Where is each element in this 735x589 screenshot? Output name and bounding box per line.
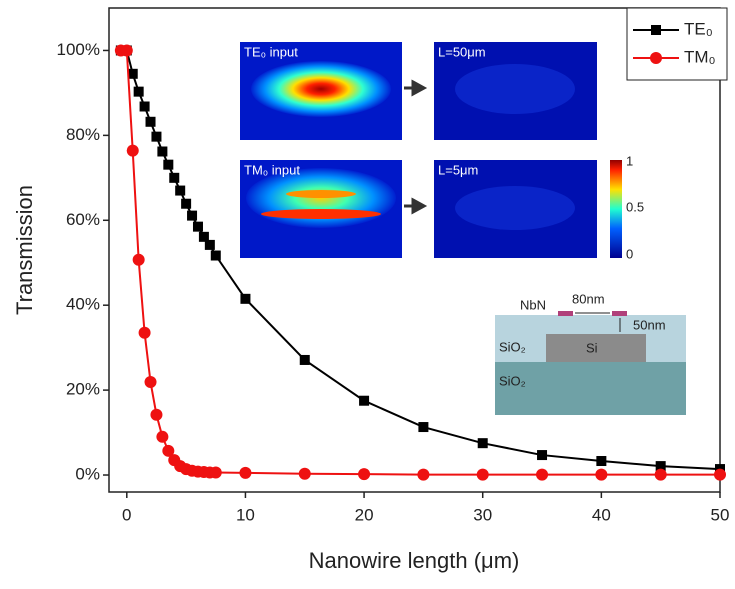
- data-point: [239, 466, 252, 479]
- colorbar-label: 0.5: [626, 199, 644, 214]
- data-point: [595, 468, 608, 481]
- data-point: [144, 376, 157, 389]
- data-point: [157, 146, 168, 157]
- data-point: [418, 422, 429, 433]
- data-point: [655, 461, 666, 472]
- data-point: [537, 450, 548, 461]
- data-point: [477, 438, 488, 449]
- field-mode: [455, 64, 575, 114]
- structure-label: 50nm: [633, 317, 666, 332]
- field-mode: [261, 209, 381, 219]
- nanowire: [612, 311, 627, 316]
- x-tick-label: 50: [711, 505, 730, 524]
- structure-label: Si: [586, 340, 598, 355]
- arrow: [404, 79, 428, 97]
- y-tick-label: 0%: [75, 465, 100, 484]
- plot-frame: [108, 7, 721, 493]
- data-point: [151, 131, 162, 142]
- y-tick-label: 60%: [66, 210, 100, 229]
- dimension: [575, 312, 621, 332]
- y-tick-label: 20%: [66, 380, 100, 399]
- data-point: [240, 293, 251, 304]
- data-point: [210, 250, 221, 261]
- data-point: [654, 468, 667, 481]
- data-point: [133, 86, 144, 97]
- data-point: [198, 231, 209, 242]
- data-point: [150, 408, 163, 421]
- x-tick-label: 30: [473, 505, 492, 524]
- data-point: [358, 468, 371, 481]
- field-label: L=50μm: [438, 44, 486, 59]
- data-point: [162, 444, 175, 457]
- data-point: [175, 185, 186, 196]
- field-mode: [455, 186, 575, 230]
- y-axis-title: Transmission: [12, 185, 37, 315]
- data-point: [714, 468, 726, 481]
- data-point: [139, 101, 150, 112]
- insets: TE₀ input L=50μm TM₀ input L=5μm 1 0.5 0…: [240, 42, 686, 415]
- colorbar-label: 0: [626, 246, 633, 261]
- legend-label: TM₀: [684, 47, 716, 66]
- data-point: [163, 159, 174, 170]
- core: [546, 334, 646, 362]
- x-tick-label: 40: [592, 505, 611, 524]
- legend-label: TE₀: [684, 19, 713, 38]
- data-point: [187, 210, 198, 221]
- legend-marker: [650, 52, 662, 64]
- data-point: [126, 144, 139, 157]
- data-point: [536, 468, 549, 481]
- data-point: [417, 468, 430, 481]
- data-point: [204, 239, 215, 250]
- data-point: [145, 116, 156, 127]
- field-label: TE₀ input: [244, 44, 298, 59]
- field-label: L=5μm: [438, 162, 478, 177]
- data-point: [132, 253, 145, 266]
- structure-label: 80nm: [572, 291, 605, 306]
- data-point: [138, 326, 151, 339]
- structure-label: SiO₂: [499, 373, 526, 388]
- data-point: [156, 430, 169, 443]
- field-label: TM₀ input: [244, 162, 300, 177]
- x-tick-label: 10: [236, 505, 255, 524]
- data-point: [120, 44, 133, 57]
- field-mode: [251, 61, 391, 117]
- arrow: [404, 197, 428, 215]
- data-point: [181, 198, 192, 209]
- colorbar-label: 1: [626, 153, 633, 168]
- structure-label: SiO₂: [499, 339, 526, 354]
- colorbar: [610, 160, 622, 258]
- x-tick-label: 20: [355, 505, 374, 524]
- data-point: [359, 395, 370, 406]
- data-point: [127, 68, 138, 79]
- x-axis-title: Nanowire length (μm): [309, 548, 520, 573]
- data-point: [596, 456, 607, 467]
- data-point: [209, 466, 222, 479]
- data-point: [299, 354, 310, 365]
- field-mode: [286, 190, 356, 198]
- legend-marker: [651, 25, 661, 35]
- x-tick-label: 0: [122, 505, 131, 524]
- legend-box: [626, 7, 728, 81]
- substrate: [495, 362, 686, 415]
- y-tick-label: 40%: [66, 295, 100, 314]
- data-point: [298, 467, 311, 480]
- data-point: [192, 221, 203, 232]
- data-point: [476, 468, 489, 481]
- structure-label: NbN: [520, 297, 546, 312]
- y-tick-label: 80%: [66, 125, 100, 144]
- data-point: [169, 172, 180, 183]
- nanowire: [558, 311, 573, 316]
- y-tick-label: 100%: [57, 40, 100, 59]
